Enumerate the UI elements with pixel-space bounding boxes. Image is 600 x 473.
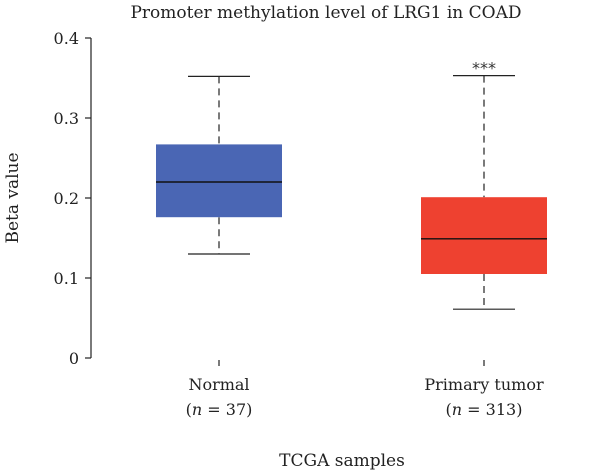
category-label: Primary tumor <box>424 375 544 394</box>
significance-label: *** <box>472 59 496 78</box>
y-tick-label: 0.2 <box>54 189 79 208</box>
sample-size-label: (n = 313) <box>446 400 523 419</box>
iqr-box <box>421 197 547 274</box>
sample-size-value: = 37) <box>202 400 252 419</box>
sample-size-var: n <box>192 400 202 419</box>
sample-size-label: (n = 37) <box>186 400 253 419</box>
y-tick-label: 0.3 <box>54 109 79 128</box>
y-tick-label: 0.1 <box>54 269 79 288</box>
box-primary-tumor: *** <box>421 59 547 310</box>
category-label: Normal <box>188 375 249 394</box>
sample-size-prefix: ( <box>186 400 192 419</box>
sample-size-value: = 313) <box>462 400 522 419</box>
iqr-box <box>156 144 282 218</box>
box-series: *** <box>156 59 547 310</box>
box-normal <box>156 75 282 255</box>
sample-size-prefix: ( <box>446 400 452 419</box>
sample-size-var: n <box>452 400 462 419</box>
x-axis-categories: Normal(n = 37)Primary tumor(n = 313) <box>186 360 544 419</box>
y-tick-label: 0.4 <box>54 29 79 48</box>
y-axis-label: Beta value <box>3 152 23 243</box>
y-tick-label: 0 <box>69 349 79 368</box>
y-axis-ticks: 0 0.1 0.2 0.3 0.4 <box>54 29 91 368</box>
x-axis-label: TCGA samples <box>279 451 405 471</box>
chart-title: Promoter methylation level of LRG1 in CO… <box>130 3 521 23</box>
